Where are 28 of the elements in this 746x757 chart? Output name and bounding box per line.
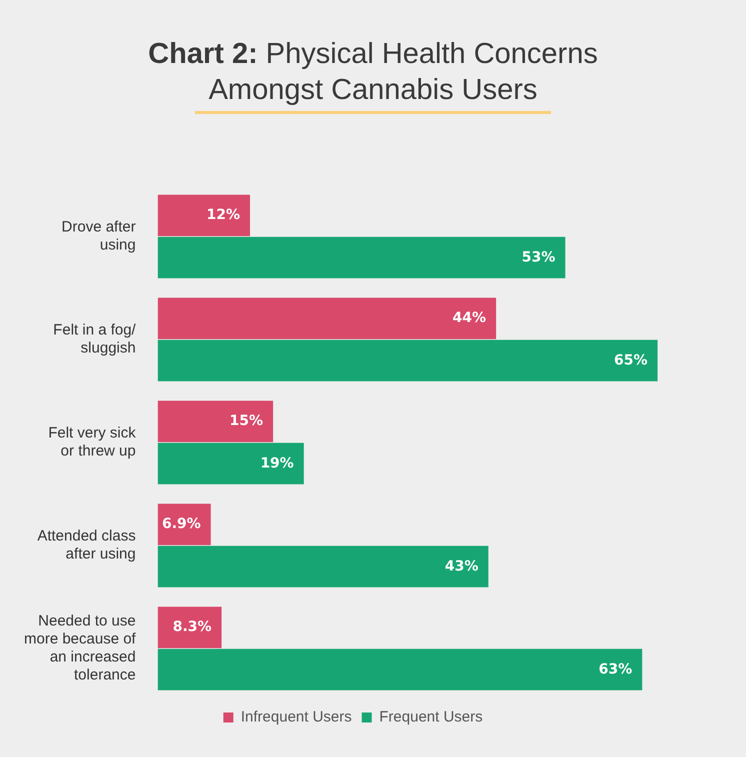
data-label: 12% xyxy=(206,207,240,224)
y-tick-label: Drove after using xyxy=(62,218,136,254)
data-label: 6.9% xyxy=(162,516,201,532)
data-label: 63% xyxy=(598,661,632,678)
bar xyxy=(158,340,658,382)
bar xyxy=(158,236,566,278)
legend-label: Infrequent Users xyxy=(240,708,352,726)
y-tick-label: Felt in a fog/ sluggish xyxy=(53,322,137,357)
bar xyxy=(158,504,211,546)
legend-label: Frequent Users xyxy=(379,708,483,726)
data-label: 8.3% xyxy=(172,619,212,636)
bar xyxy=(158,442,304,484)
bar xyxy=(158,606,222,648)
data-label: 65% xyxy=(614,352,648,368)
chart-title: Chart 2: Physical Health Concerns Amongst Cannabis Users xyxy=(147,37,599,108)
data-label: 15% xyxy=(230,413,264,430)
y-tick-label: Attended class after using xyxy=(37,528,136,563)
bar xyxy=(158,194,250,236)
data-label: 19% xyxy=(260,455,294,472)
y-tick-label: Felt very sick or threw up xyxy=(48,424,136,460)
bar xyxy=(158,546,488,588)
data-label: 43% xyxy=(444,558,478,574)
y-tick-label: Needed to use more because of an increased tolerance xyxy=(24,612,137,684)
data-label: 44% xyxy=(452,310,486,326)
data-label: 53% xyxy=(522,249,556,266)
bar xyxy=(158,400,274,442)
bar xyxy=(158,648,642,690)
bar xyxy=(158,298,496,340)
